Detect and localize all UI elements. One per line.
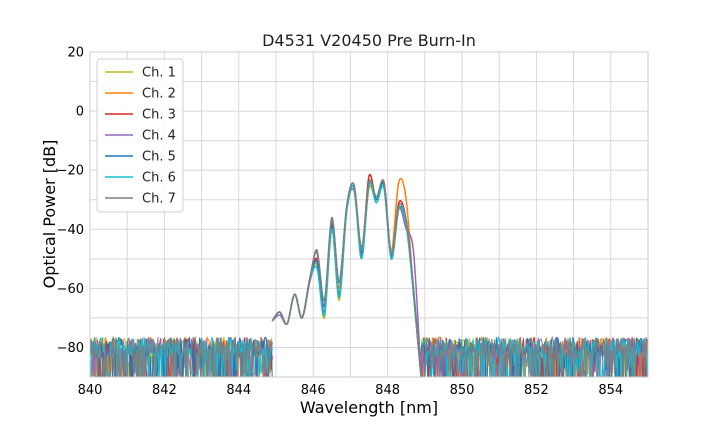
legend: Ch. 1 Ch. 2 Ch. 3 Ch. 4 Ch. 5 Ch. 6 Ch. 7 bbox=[96, 58, 184, 213]
x-tick-label: 854 bbox=[598, 383, 623, 398]
legend-box bbox=[96, 58, 184, 213]
x-tick-labels: 840 842 844 846 848 850 852 854 bbox=[78, 383, 624, 398]
x-axis-label: Wavelength [nm] bbox=[300, 398, 438, 417]
series-lines bbox=[271, 173, 422, 377]
x-tick-label: 844 bbox=[226, 383, 251, 398]
y-tick-label: −40 bbox=[57, 223, 84, 238]
y-tick-label: −60 bbox=[57, 282, 84, 297]
x-tick-label: 848 bbox=[375, 383, 400, 398]
noise-series-7 bbox=[90, 335, 648, 377]
legend-label-2: Ch. 2 bbox=[142, 87, 176, 102]
y-tick-labels: 20 0 −20 −40 −60 −80 bbox=[57, 46, 84, 356]
noise-floor bbox=[90, 335, 648, 377]
y-tick-label: −80 bbox=[57, 341, 84, 356]
legend-label-7: Ch. 7 bbox=[142, 192, 176, 207]
legend-label-5: Ch. 5 bbox=[142, 150, 176, 165]
legend-label-1: Ch. 1 bbox=[142, 66, 176, 81]
plot-frame bbox=[89, 51, 649, 378]
legend-label-3: Ch. 3 bbox=[142, 108, 176, 123]
chart-title: D4531 V20450 Pre Burn-In bbox=[262, 31, 476, 50]
legend-label-6: Ch. 6 bbox=[142, 171, 176, 186]
y-tick-label: 20 bbox=[67, 46, 84, 61]
y-tick-label: 0 bbox=[76, 105, 84, 120]
series-line-7 bbox=[271, 179, 422, 377]
y-tick-label: −20 bbox=[57, 164, 84, 179]
noise-series-6 bbox=[90, 335, 648, 377]
y-axis-label: Optical Power [dB] bbox=[40, 140, 59, 289]
x-tick-label: 840 bbox=[78, 383, 103, 398]
x-tick-label: 842 bbox=[152, 383, 177, 398]
x-tick-label: 846 bbox=[301, 383, 326, 398]
legend-label-4: Ch. 4 bbox=[142, 129, 176, 144]
x-tick-label: 852 bbox=[524, 383, 549, 398]
x-tick-label: 850 bbox=[450, 383, 475, 398]
